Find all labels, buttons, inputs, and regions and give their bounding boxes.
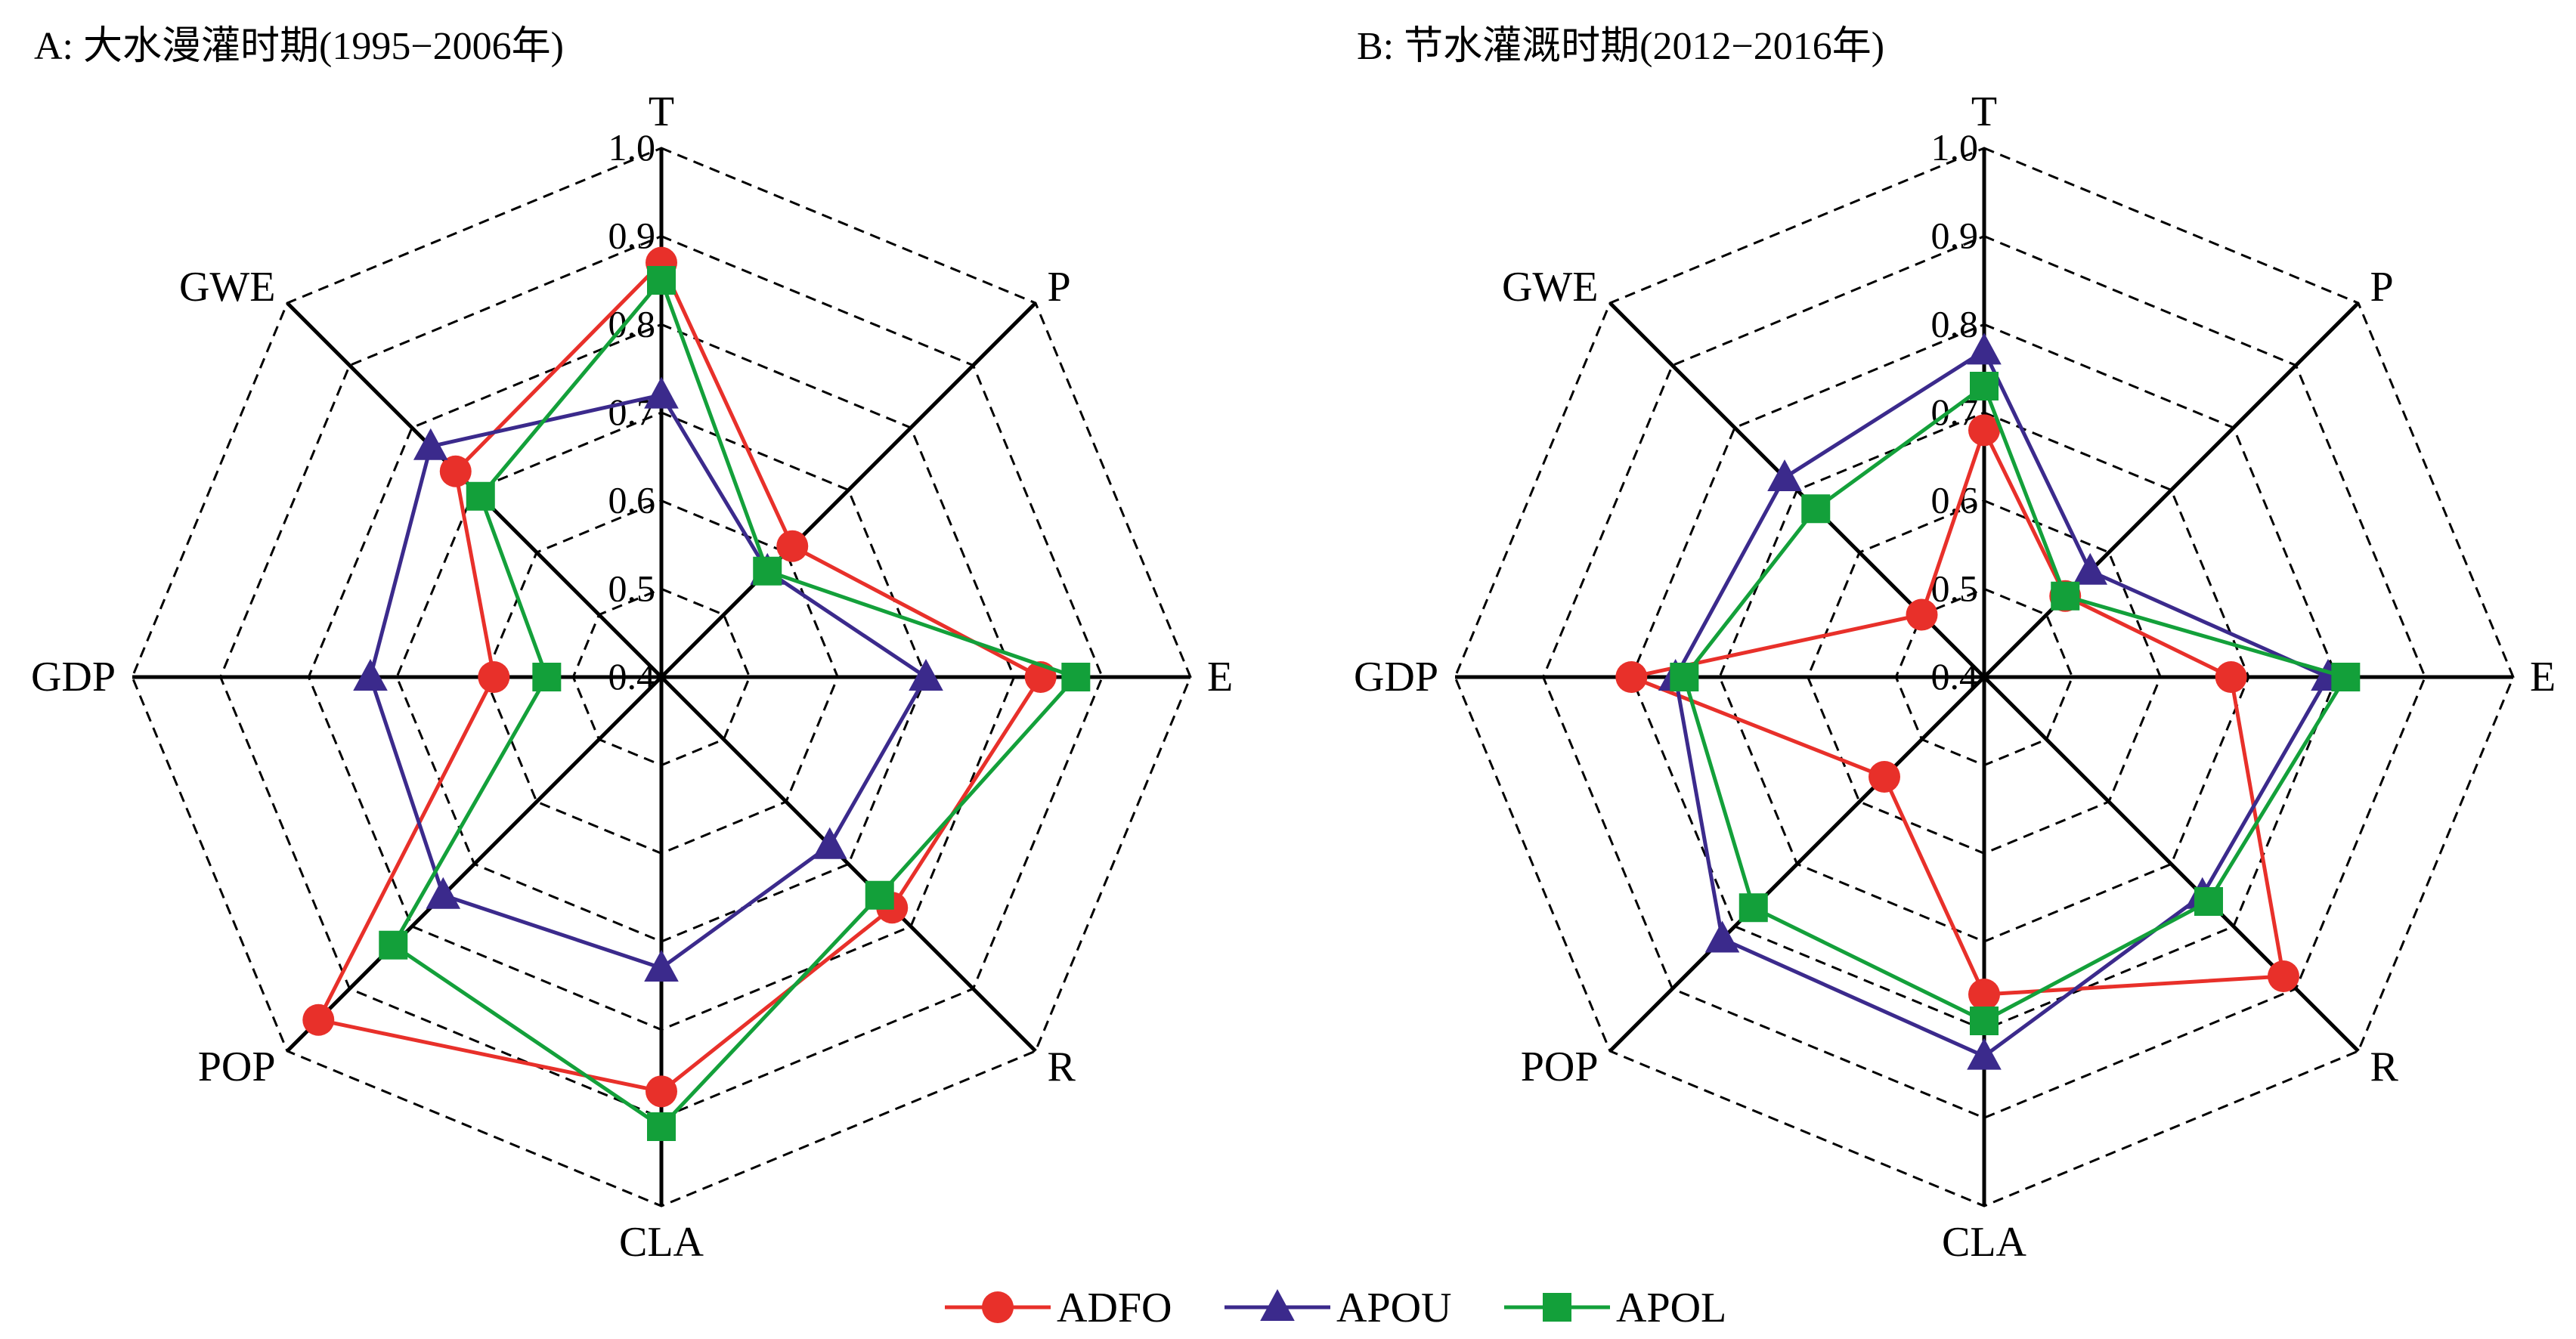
axis-label-r: R — [2370, 1044, 2399, 1090]
data-point — [2331, 663, 2361, 691]
data-point — [812, 827, 847, 859]
series-apol — [379, 266, 1091, 1141]
data-point — [1738, 893, 1768, 923]
data-point — [413, 428, 448, 460]
tick-label: 1.0 — [1931, 126, 1979, 169]
data-point — [478, 661, 510, 693]
radar-chart-a: A: 大水漫灌时期(1995−2006年) T P E R CLA POP GDP GWE 0.4… — [31, 25, 1233, 1266]
data-point — [644, 376, 679, 409]
legend-label: ADFO — [1057, 1285, 1172, 1331]
axis-spoke — [660, 302, 1037, 679]
grid-ring — [219, 235, 1104, 1119]
data-point — [647, 1112, 676, 1141]
axis-label-t: T — [1971, 88, 1997, 135]
data-point — [1670, 663, 1699, 691]
axis-label-gwe: GWE — [179, 264, 276, 311]
data-point — [1869, 760, 1901, 793]
legend-label: APOU — [1336, 1285, 1451, 1331]
axis-spoke — [286, 676, 663, 1053]
data-point — [647, 266, 676, 295]
axis-spoke — [1608, 676, 1986, 1053]
axis-label-cla: CLA — [619, 1219, 704, 1266]
series-line — [1673, 348, 2330, 1059]
data-point — [2051, 581, 2080, 611]
tick-label: 0.4 — [1931, 655, 1979, 697]
legend-marker — [982, 1291, 1014, 1323]
tick-label: 0.5 — [608, 567, 656, 609]
radar-chart-b: B: 节水灌溉时期(2012−2016年) T P E R CLA POP GDP GWE 0.4… — [1354, 25, 2556, 1266]
tick-label: 0.8 — [1931, 302, 1979, 345]
data-point — [302, 1003, 335, 1036]
data-point — [426, 877, 461, 909]
data-point — [753, 556, 782, 586]
axis-label-p: P — [1048, 264, 1071, 311]
axis-label-r: R — [1048, 1044, 1076, 1090]
axis-label-p: P — [2370, 264, 2394, 311]
grid-ring — [1542, 235, 2426, 1119]
data-point — [466, 481, 495, 511]
data-point — [1967, 332, 2002, 365]
legend-item-adfo: ADFO — [945, 1285, 1172, 1331]
axis-label-e: E — [1207, 654, 1233, 700]
tick-label: 0.9 — [608, 215, 656, 257]
tick-label: 0.4 — [608, 655, 656, 697]
chart-title: B: 节水灌溉时期(2012−2016年) — [1357, 25, 1884, 68]
legend-marker — [1260, 1289, 1295, 1321]
legend-label: APOL — [1616, 1285, 1726, 1331]
data-point — [646, 1075, 677, 1108]
legend-item-apol: APOL — [1504, 1285, 1726, 1331]
axis-label-gdp: GDP — [1354, 654, 1438, 700]
data-point — [1061, 663, 1091, 691]
data-point — [865, 880, 894, 910]
data-point — [1615, 661, 1648, 693]
axis-label-gwe: GWE — [1502, 264, 1599, 311]
data-point — [644, 950, 679, 982]
data-point — [1970, 1007, 1999, 1035]
data-point — [2267, 960, 2299, 992]
data-point — [1704, 920, 1740, 953]
axis-label-pop: POP — [198, 1044, 276, 1090]
chart-title: A: 大水漫灌时期(1995−2006年) — [34, 25, 564, 68]
data-point — [2194, 886, 2223, 916]
data-point — [1906, 598, 1938, 631]
axis-label-cla: CLA — [1942, 1219, 2027, 1266]
data-point — [532, 663, 562, 691]
axis-spoke — [1983, 676, 2360, 1053]
data-point — [353, 659, 388, 691]
data-point — [1967, 1037, 2002, 1070]
series-apol — [1670, 372, 2361, 1035]
data-point — [439, 455, 472, 487]
data-point — [379, 930, 408, 960]
data-point — [1968, 979, 2000, 1010]
data-point — [1801, 494, 1831, 524]
data-point — [1968, 414, 2000, 447]
axis-label-e: E — [2530, 654, 2556, 700]
tick-label: 0.9 — [1931, 215, 1979, 257]
axis-spoke — [1983, 302, 2360, 679]
legend: ADFO APOU APOL — [945, 1285, 1726, 1331]
tick-label: 0.5 — [1931, 567, 1979, 609]
axis-spokes — [132, 148, 1190, 1206]
axis-spoke — [660, 676, 1037, 1053]
data-point — [1767, 459, 1802, 492]
data-point — [2073, 552, 2108, 585]
data-point — [909, 659, 943, 691]
data-point — [1970, 372, 1999, 400]
legend-marker — [1543, 1293, 1571, 1322]
series-adfo — [1615, 414, 2299, 1010]
data-point — [2215, 661, 2247, 693]
axis-label-gdp: GDP — [31, 654, 116, 700]
series-apou — [1658, 332, 2345, 1070]
tick-label: 0.6 — [608, 479, 656, 521]
legend-item-apou: APOU — [1225, 1285, 1451, 1331]
tick-label: 1.0 — [608, 126, 656, 169]
data-point — [776, 530, 809, 562]
axis-label-pop: POP — [1521, 1044, 1599, 1090]
axis-label-t: T — [649, 88, 674, 135]
